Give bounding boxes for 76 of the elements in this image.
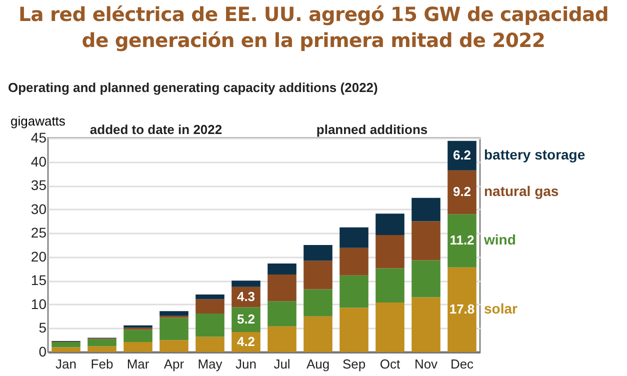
y-tick-label: 35	[30, 177, 47, 194]
bar	[124, 342, 152, 352]
text: planned additions	[316, 122, 428, 137]
y-axis-title: gigawatts	[10, 114, 66, 128]
x-tick-label: Dec	[450, 356, 474, 372]
bar	[160, 318, 188, 340]
data-label: 4.2	[236, 334, 256, 350]
bar	[412, 297, 440, 352]
data-label: 11.2	[450, 232, 474, 248]
bar	[340, 227, 368, 248]
bar	[376, 214, 404, 236]
bar	[448, 170, 476, 214]
bar	[340, 308, 368, 352]
bar	[160, 340, 188, 352]
series-label: battery storage	[484, 146, 586, 163]
bar	[160, 311, 188, 316]
bar	[268, 301, 296, 326]
data-label: 17.8	[449, 302, 475, 317]
bar	[412, 221, 440, 260]
y-tick-label: 25	[30, 224, 47, 241]
bar	[340, 248, 368, 276]
bar	[304, 316, 332, 352]
bar	[376, 302, 404, 352]
bar	[304, 289, 332, 316]
bar	[448, 140, 476, 170]
y-tick-label: 10	[30, 296, 47, 312]
bar	[304, 260, 332, 290]
bar	[196, 336, 224, 352]
x-tick-label: Mar	[126, 356, 150, 372]
chart-title: La red eléctrica de EE. UU. agregó 15 GW de capacidad de generación en la primera mitad de 2022	[17, 2, 610, 54]
x-tick-label: Feb	[90, 356, 114, 372]
bar	[376, 268, 404, 303]
bar	[268, 326, 296, 352]
bar	[412, 198, 440, 222]
bar	[304, 245, 332, 261]
y-tick-label: 40	[30, 153, 47, 170]
series-label: wind	[483, 232, 516, 248]
bar	[448, 214, 476, 268]
x-tick-label: Jan	[56, 356, 76, 372]
bar	[376, 235, 404, 268]
bar	[124, 330, 152, 342]
text: added to date in 2022	[90, 122, 222, 137]
y-tick-label: 15	[30, 272, 47, 288]
series-label: natural gas	[484, 183, 559, 200]
bar	[88, 339, 116, 346]
y-tick-label: 45	[30, 130, 47, 146]
bar	[196, 299, 224, 314]
data-label: 6.2	[452, 148, 472, 163]
data-label: 4.3	[236, 289, 256, 304]
bar	[268, 264, 296, 274]
series-label: solar	[484, 300, 518, 317]
bar	[196, 313, 224, 337]
x-tick-label: May	[198, 356, 223, 372]
bar	[52, 347, 80, 352]
y-tick-label: 0	[38, 344, 47, 360]
x-tick-label: Oct	[380, 356, 400, 372]
y-tick-label: 30	[30, 200, 47, 217]
bar	[340, 275, 368, 308]
bar	[196, 294, 224, 300]
bar	[232, 280, 260, 287]
x-tick-label: Jun	[236, 356, 256, 372]
x-tick-label: Nov	[414, 356, 438, 372]
data-label: 9.2	[452, 184, 472, 200]
chart-subtitle: Operating and planned generating capacity additions (2022)	[8, 80, 379, 95]
x-tick-label: Aug	[306, 356, 330, 372]
bar	[412, 260, 440, 298]
bar	[88, 346, 116, 352]
bar	[52, 342, 80, 348]
data-label: 5.2	[236, 312, 256, 327]
x-tick-label: Apr	[164, 356, 185, 372]
x-tick-label: Jul	[274, 356, 290, 372]
y-tick-label: 5	[38, 320, 47, 336]
bar	[448, 267, 476, 352]
x-tick-label: Sep	[342, 356, 366, 372]
y-tick-label: 20	[30, 248, 47, 264]
bar	[268, 274, 296, 302]
